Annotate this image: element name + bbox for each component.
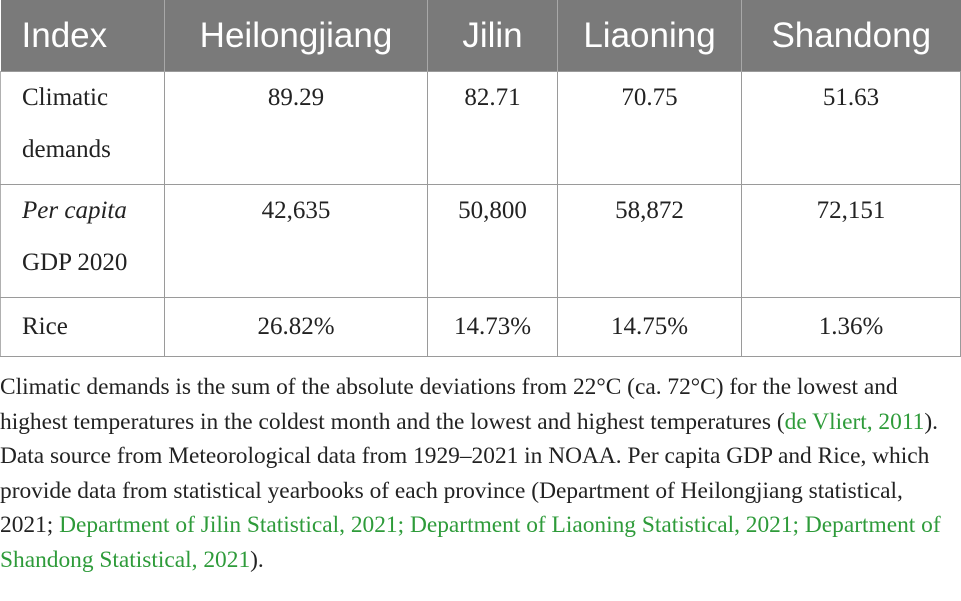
row-label-line1: Per capita [22, 197, 127, 224]
cell-value: 89.29 [164, 71, 428, 185]
cell-value: 51.63 [741, 71, 961, 185]
cell-value: 26.82% [164, 297, 428, 357]
table-container: Index Heilongjiang Jilin Liaoning Shando… [0, 0, 961, 357]
cell-value: 58,872 [557, 184, 742, 298]
cell-value: 14.75% [557, 297, 742, 357]
cell-value: 70.75 [557, 71, 742, 185]
header-heilongjiang: Heilongjiang [164, 0, 428, 72]
citation-link-departments[interactable]: Department of Jilin Statistical, 2021; D… [0, 512, 941, 573]
header-shandong: Shandong [741, 0, 961, 72]
header-liaoning: Liaoning [557, 0, 742, 72]
table-row-rice: Rice 26.82% 14.73% 14.75% 1.36% [0, 297, 961, 357]
footnote-text-3: ). [250, 546, 264, 573]
table-row-climatic-demands: Climatic demands 89.29 82.71 70.75 51.63 [0, 71, 961, 185]
header-index: Index [0, 0, 165, 72]
row-label-climatic-demands: Climatic demands [0, 71, 165, 185]
row-label-rice: Rice [0, 297, 165, 357]
cell-value: 72,151 [741, 184, 961, 298]
table-header-row: Index Heilongjiang Jilin Liaoning Shando… [0, 0, 961, 72]
table-row-per-capita-gdp: Per capita GDP 2020 42,635 50,800 58,872 … [0, 184, 961, 298]
row-label-line1: Climatic [22, 84, 109, 111]
cell-value: 82.71 [427, 71, 558, 185]
cell-value: 50,800 [427, 184, 558, 298]
footnote-text-2: ). Data source from Meteorological data … [0, 408, 938, 539]
data-table: Index Heilongjiang Jilin Liaoning Shando… [0, 0, 961, 357]
row-label-per-capita-gdp: Per capita GDP 2020 [0, 184, 165, 298]
table-footnote: Climatic demands is the sum of the absol… [0, 370, 958, 578]
header-jilin: Jilin [427, 0, 558, 72]
row-label-line2: GDP 2020 [22, 249, 128, 276]
row-label-line2: demands [22, 136, 111, 163]
cell-value: 14.73% [427, 297, 558, 357]
cell-value: 1.36% [741, 297, 961, 357]
citation-link-de-vliert[interactable]: de Vliert, 2011 [784, 408, 925, 435]
footnote-text-1: Climatic demands is the sum of the absol… [0, 374, 898, 435]
cell-value: 42,635 [164, 184, 428, 298]
